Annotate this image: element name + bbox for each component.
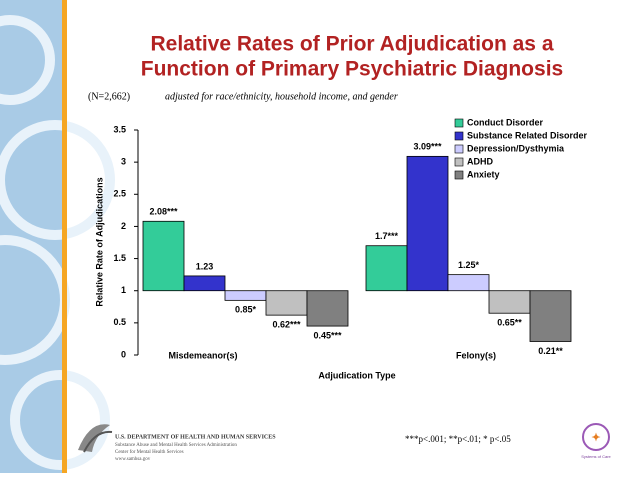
bar xyxy=(306,290,349,327)
bar xyxy=(488,290,531,314)
value-label: 3.09*** xyxy=(413,142,442,152)
soc-logo-mark: ✦ xyxy=(591,432,600,444)
bar xyxy=(265,290,308,316)
footnote: ***p<.001; **p<.01; * p<.05 xyxy=(405,434,511,444)
value-label: 0.65** xyxy=(497,318,522,328)
legend-label: ADHD xyxy=(467,156,493,166)
legend-swatch xyxy=(454,144,464,154)
bar xyxy=(365,245,408,292)
footer-line: Center for Mental Health Services xyxy=(115,450,184,455)
legend-label: Depression/Dysthymia xyxy=(467,143,565,153)
bar xyxy=(183,275,226,292)
footer-line: www.samhsa.gov xyxy=(115,457,151,462)
y-tick-label: 3.5 xyxy=(113,124,126,134)
legend-swatch xyxy=(454,157,464,167)
legend-label: Anxiety xyxy=(467,169,500,179)
legend-swatch xyxy=(454,131,464,141)
y-tick-label: 1.5 xyxy=(113,253,126,263)
value-label: 2.08*** xyxy=(149,207,178,217)
title: Function of Primary Psychiatric Diagnosi… xyxy=(141,58,563,81)
legend-swatch xyxy=(454,118,464,128)
y-tick-label: 2.5 xyxy=(113,189,126,199)
y-tick-label: 2 xyxy=(121,221,126,231)
value-label: 0.21** xyxy=(538,346,563,356)
subtitle: (N=2,662) xyxy=(88,91,130,102)
legend-label: Substance Related Disorder xyxy=(467,130,588,140)
value-label: 1.7*** xyxy=(375,231,399,241)
x-tick-label: Misdemeanor(s) xyxy=(168,350,237,360)
y-tick-label: 0.5 xyxy=(113,317,126,327)
note: adjusted for race/ethnicity, household i… xyxy=(165,91,398,102)
value-label: 0.45*** xyxy=(313,330,342,340)
y-tick-label: 1 xyxy=(121,285,126,295)
value-label: 0.85* xyxy=(235,305,257,315)
value-label: 1.23 xyxy=(196,261,214,271)
accent-line xyxy=(62,0,67,473)
bar xyxy=(224,290,267,301)
y-axis-title: Relative Rate of Adjudications xyxy=(94,177,104,306)
hhs-logo xyxy=(78,424,113,453)
bar xyxy=(142,220,185,292)
footer-line: Substance Abuse and Mental Health Servic… xyxy=(115,443,237,448)
bar xyxy=(406,155,449,292)
value-label: 0.62*** xyxy=(272,320,301,330)
y-tick-label: 0 xyxy=(121,349,126,359)
legend-label: Conduct Disorder xyxy=(467,117,544,127)
y-tick-label: 3 xyxy=(121,157,126,167)
agency: U.S. DEPARTMENT OF HEALTH AND HUMAN SERV… xyxy=(115,434,276,440)
x-axis-title: Adjudication Type xyxy=(318,370,395,380)
title: Relative Rates of Prior Adjudication as … xyxy=(151,33,554,56)
bar xyxy=(529,290,572,342)
bar xyxy=(447,274,490,292)
legend-swatch xyxy=(454,170,464,180)
x-tick-label: Felony(s) xyxy=(456,350,496,360)
value-label: 1.25* xyxy=(458,260,480,270)
soc-logo-text: Systems of Care xyxy=(581,454,611,459)
soc-logo xyxy=(582,423,610,451)
